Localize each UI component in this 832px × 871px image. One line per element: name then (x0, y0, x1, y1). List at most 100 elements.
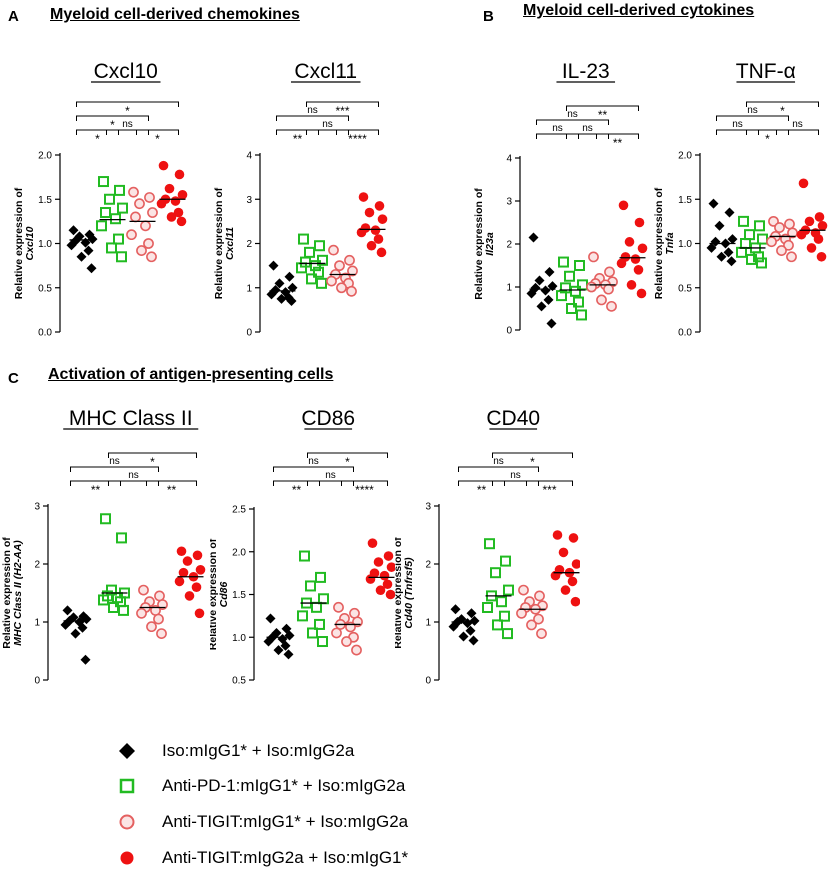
y-axis-gene-label: MHC Class II (H2-AA) (12, 540, 24, 646)
data-point (484, 538, 495, 550)
data-point (136, 245, 147, 256)
panel-letter-c: C (8, 370, 19, 387)
y-tick-label: 2 (506, 240, 512, 251)
data-point (544, 266, 555, 277)
significance-label: ** (477, 483, 487, 497)
data-point (466, 608, 477, 619)
data-point (345, 621, 356, 633)
data-point (708, 198, 719, 209)
significance-label: ns (567, 109, 578, 120)
y-axis-gene-label: Cxcl11 (224, 227, 236, 260)
data-point (268, 260, 279, 271)
data-point (110, 213, 121, 225)
data-point (277, 633, 288, 644)
significance-bracket (108, 452, 197, 458)
data-point (364, 207, 375, 218)
legend-item: Anti-PD-1:mIgG1* + Iso:mIgG2a (118, 776, 405, 796)
significance-bracket (536, 133, 579, 139)
significance-label: ** (613, 136, 623, 150)
data-point (552, 530, 563, 540)
significance-label: * (125, 104, 130, 118)
data-point (375, 585, 386, 596)
y-tick-label: 3 (425, 502, 431, 513)
significance-label: **** (348, 132, 367, 146)
data-point (174, 576, 185, 587)
y-tick-label: 0 (34, 676, 40, 687)
significance-bracket (566, 133, 609, 139)
data-point (177, 190, 188, 200)
data-point (166, 212, 177, 222)
series-4 (616, 200, 648, 299)
series-4 (550, 530, 580, 607)
data-point (546, 318, 557, 329)
significance-label: * (765, 132, 770, 146)
data-point (738, 215, 749, 227)
data-point (518, 584, 529, 596)
significance-label: ** (292, 483, 302, 497)
y-axis-label: Relative expression of (473, 188, 485, 300)
data-point (128, 186, 139, 198)
data-point (534, 590, 545, 602)
data-point (298, 233, 309, 245)
data-point (146, 251, 157, 263)
data-point (556, 290, 567, 302)
significance-label: * (110, 118, 115, 132)
y-tick-label: 4 (246, 151, 252, 162)
significance-label: * (155, 132, 160, 146)
significance-label: ns (322, 119, 333, 130)
data-point (534, 275, 545, 286)
data-point (465, 625, 476, 636)
data-point (299, 550, 310, 562)
data-point (816, 251, 827, 262)
data-point (313, 266, 324, 278)
data-point (796, 229, 807, 240)
legend-label: Anti-TIGIT:mIgG2a + Iso:mIgG1* (162, 848, 409, 867)
data-point (334, 260, 345, 272)
data-point (281, 623, 292, 634)
data-point (182, 556, 193, 566)
data-point (604, 266, 615, 278)
data-point (528, 232, 539, 243)
data-point (516, 607, 527, 619)
data-point (100, 207, 111, 219)
data-point (714, 220, 725, 231)
data-point (305, 580, 316, 592)
legend-item: Anti-TIGIT:mIgG2a + Iso:mIgG1* (118, 848, 408, 868)
data-point (784, 218, 795, 230)
data-point (117, 202, 128, 214)
data-point (173, 207, 184, 218)
significance-label: ns (128, 470, 139, 481)
data-point (276, 293, 287, 304)
significance-bracket (492, 480, 539, 486)
data-point (757, 233, 768, 245)
y-axis-gene-label: Cxcl10 (24, 226, 36, 260)
data-point (317, 636, 328, 648)
significance-label: ns (307, 105, 318, 116)
series-1 (66, 225, 98, 274)
significance-bracket (536, 119, 609, 125)
data-point (158, 160, 169, 171)
y-axis-label: Relative expression of (1, 537, 13, 649)
data-point (571, 559, 580, 569)
y-axis-label: Relative expression of (653, 187, 665, 299)
data-point (499, 610, 510, 622)
significance-label: ns (552, 123, 563, 134)
y-tick-label: 1.0 (38, 239, 52, 250)
data-point (564, 270, 575, 282)
data-point (377, 214, 388, 224)
significance-bracket (76, 101, 179, 107)
y-tick-label: 2.0 (232, 547, 246, 558)
y-axis-gene-label: Tnfa (664, 232, 676, 254)
data-point (331, 627, 342, 639)
series-2 (297, 550, 329, 648)
data-point (284, 630, 295, 641)
series-1 (526, 232, 558, 329)
series-3 (326, 244, 358, 297)
data-point (138, 584, 149, 596)
chart-cxcl10: Cxcl10 0.0 0.5 1.0 1.5 2.0 Relative expression… (13, 60, 188, 339)
data-point (576, 309, 587, 321)
y-tick-label: 3 (506, 197, 512, 208)
significance-label: ns (582, 123, 593, 134)
data-point (114, 184, 125, 196)
data-point (568, 533, 579, 543)
